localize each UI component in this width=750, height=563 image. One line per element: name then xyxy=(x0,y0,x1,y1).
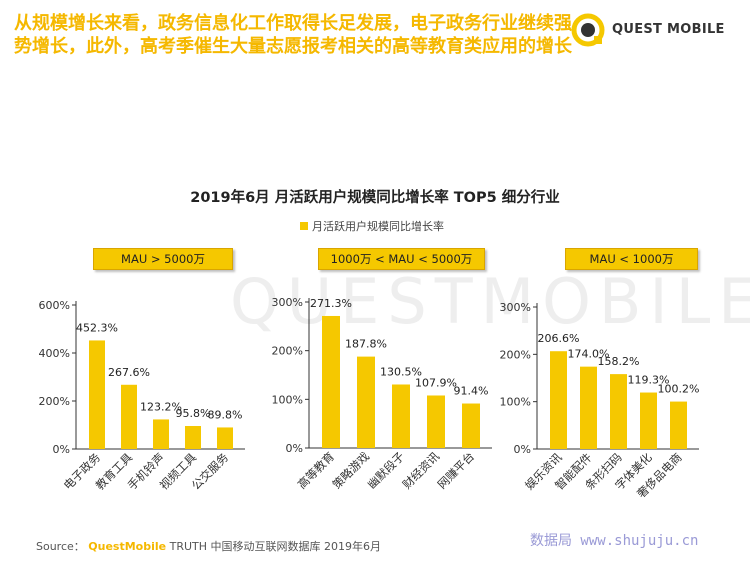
category-label-medium: 幽默段子 xyxy=(365,449,407,491)
y-tick-label-medium: 0% xyxy=(286,442,303,455)
y-tick-label-small: 0% xyxy=(514,443,531,456)
bar-small xyxy=(670,401,687,449)
data-label-large: 123.2% xyxy=(140,400,182,413)
bar-medium xyxy=(357,356,375,448)
data-label-large: 267.6% xyxy=(108,366,150,379)
data-label-large: 89.8% xyxy=(208,408,243,421)
bar-medium xyxy=(427,395,445,448)
source-brand: QuestMobile xyxy=(88,540,167,553)
data-label-small: 119.3% xyxy=(628,374,670,387)
data-label-medium: 107.9% xyxy=(415,376,457,389)
source-label: Source： xyxy=(36,540,85,553)
bar-large xyxy=(89,340,105,449)
legend: 月活跃用户规模同比增长率 xyxy=(300,218,444,234)
data-label-small: 206.6% xyxy=(538,332,580,345)
legend-label: 月活跃用户规模同比增长率 xyxy=(312,220,444,233)
watermark: QUESTMOBILE xyxy=(230,265,750,338)
data-label-medium: 271.3% xyxy=(310,297,352,310)
data-label-large: 95.8% xyxy=(176,407,211,420)
category-label-medium: 网赚平台 xyxy=(435,449,477,491)
source-text: TRUTH 中国移动互联网数据库 2019年6月 xyxy=(169,540,381,553)
data-label-medium: 130.5% xyxy=(380,365,422,378)
y-tick-label-small: 300% xyxy=(500,301,531,314)
data-label-small: 174.0% xyxy=(568,348,610,361)
source-line: Source： QuestMobile TRUTH 中国移动互联网数据库 201… xyxy=(36,538,381,554)
data-label-small: 158.2% xyxy=(598,355,640,368)
data-label-small: 100.2% xyxy=(658,383,700,396)
category-label-medium: 高等教育 xyxy=(295,449,337,491)
site-watermark: 数据局 www.shujuju.cn xyxy=(530,533,699,549)
legend-swatch xyxy=(300,222,308,230)
chart-title: 2019年6月 月活跃用户规模同比增长率 TOP5 细分行业 xyxy=(190,190,560,206)
bar-medium xyxy=(462,403,480,448)
y-tick-label-small: 100% xyxy=(500,396,531,409)
panel-label-large: MAU > 5000万 xyxy=(93,248,233,270)
y-tick-label-large: 600% xyxy=(39,299,70,312)
bar-medium xyxy=(392,384,410,448)
category-label-medium: 策略游戏 xyxy=(330,449,373,492)
bar-small xyxy=(610,374,627,449)
bar-small xyxy=(580,366,597,449)
y-tick-label-large: 400% xyxy=(39,347,70,360)
data-label-medium: 91.4% xyxy=(454,385,489,398)
panel-label-medium: 1000万 < MAU < 5000万 xyxy=(318,248,485,270)
category-label-medium: 财经资讯 xyxy=(400,449,443,492)
data-label-large: 452.3% xyxy=(76,321,118,334)
y-tick-label-small: 200% xyxy=(500,348,531,361)
bar-large xyxy=(185,426,201,449)
y-tick-label-medium: 200% xyxy=(272,345,303,358)
bar-medium xyxy=(322,315,340,448)
headline: 从规模增长来看，政务信息化工作取得长足发展，电子政务行业继续强势增长，此外，高考… xyxy=(14,13,572,57)
bar-large xyxy=(153,419,169,449)
y-tick-label-large: 200% xyxy=(39,395,70,408)
data-label-medium: 187.8% xyxy=(345,338,387,351)
bar-small xyxy=(550,351,567,449)
panel-label-small: MAU < 1000万 xyxy=(565,248,698,270)
questmobile-logo: QUEST MOBILE xyxy=(570,12,730,48)
y-tick-label-medium: 300% xyxy=(272,296,303,309)
bar-small xyxy=(640,392,657,449)
bar-large xyxy=(121,384,137,449)
logo-text: QUEST MOBILE xyxy=(612,22,725,37)
bar-large xyxy=(217,427,233,449)
questmobile-logo-icon xyxy=(571,13,605,47)
y-tick-label-medium: 100% xyxy=(272,393,303,406)
y-tick-label-large: 0% xyxy=(53,443,70,456)
